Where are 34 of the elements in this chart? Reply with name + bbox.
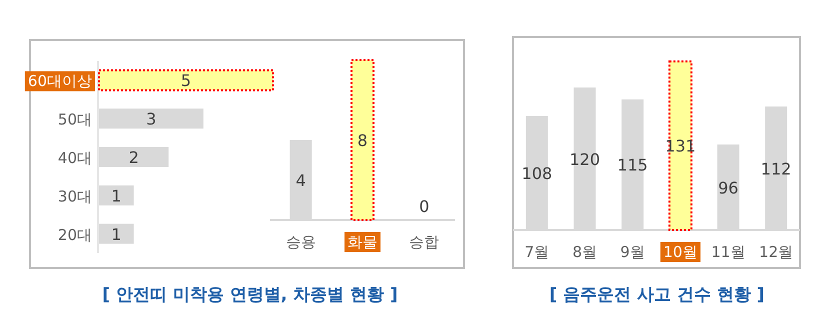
data-label: 0 [419, 197, 430, 216]
y-tick-label: 20대 [58, 226, 92, 244]
bar [99, 147, 169, 167]
data-label: 96 [718, 178, 738, 198]
data-label: 108 [522, 164, 552, 183]
bar [99, 224, 134, 244]
data-label: 2 [128, 148, 139, 167]
text: [ 안전띠 미착용 연령별, 차종별 현황 ] [102, 285, 398, 305]
y-tick-label: 30대 [58, 187, 92, 206]
x-tick-label: 화물 [348, 233, 378, 251]
y-tick-label: 60대이상 [28, 72, 92, 90]
x-tick-label: 승합 [409, 233, 440, 251]
x-tick-label: 9월 [620, 243, 645, 261]
x-tick-label: 11월 [711, 243, 746, 261]
x-tick-label: 7월 [524, 243, 550, 261]
data-label: 4 [296, 171, 306, 190]
x-tick-label: 승용 [286, 233, 316, 251]
data-label: 131 [665, 136, 696, 156]
x-tick-label: 8월 [572, 243, 598, 261]
data-label: 1 [111, 186, 122, 206]
text: [ 음주운전 사고 건수 현황 ] [549, 285, 765, 305]
data-label: 5 [180, 71, 192, 90]
x-tick-label: 10월 [663, 243, 698, 261]
y-tick-label: 40대 [58, 149, 92, 167]
data-label: 112 [760, 159, 792, 178]
bar [99, 185, 134, 206]
x-tick-label: 12월 [759, 243, 794, 261]
data-label: 120 [569, 150, 600, 169]
data-label: 1 [111, 224, 122, 244]
data-label: 3 [146, 110, 156, 129]
y-tick-label: 50대 [58, 110, 92, 129]
bar [99, 108, 204, 129]
data-label: 115 [617, 156, 648, 175]
data-label: 8 [357, 131, 368, 150]
